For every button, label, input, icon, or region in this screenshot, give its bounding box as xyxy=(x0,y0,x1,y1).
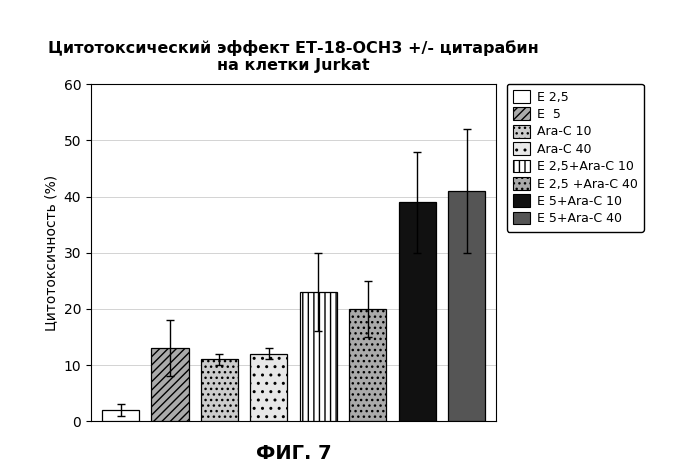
Legend: E 2,5, E  5, Ara-C 10, Ara-C 40, E 2,5+Ara-C 10, E 2,5 +Ara-C 40, E 5+Ara-C 10, : E 2,5, E 5, Ara-C 10, Ara-C 40, E 2,5+Ar… xyxy=(507,84,644,232)
Y-axis label: Цитотоксичность (%): Цитотоксичность (%) xyxy=(44,175,58,331)
Bar xyxy=(201,359,238,421)
Bar xyxy=(300,292,337,421)
Bar xyxy=(152,348,189,421)
Bar xyxy=(448,191,485,421)
Bar xyxy=(250,354,287,421)
Title: Цитотоксический эффект ЕТ-18-ОСН3 +/- цитарабин
на клетки Jurkat: Цитотоксический эффект ЕТ-18-ОСН3 +/- ци… xyxy=(48,40,539,73)
Bar xyxy=(398,202,435,421)
Text: ФИГ. 7: ФИГ. 7 xyxy=(256,444,331,463)
Bar xyxy=(102,410,139,421)
Bar xyxy=(350,309,387,421)
